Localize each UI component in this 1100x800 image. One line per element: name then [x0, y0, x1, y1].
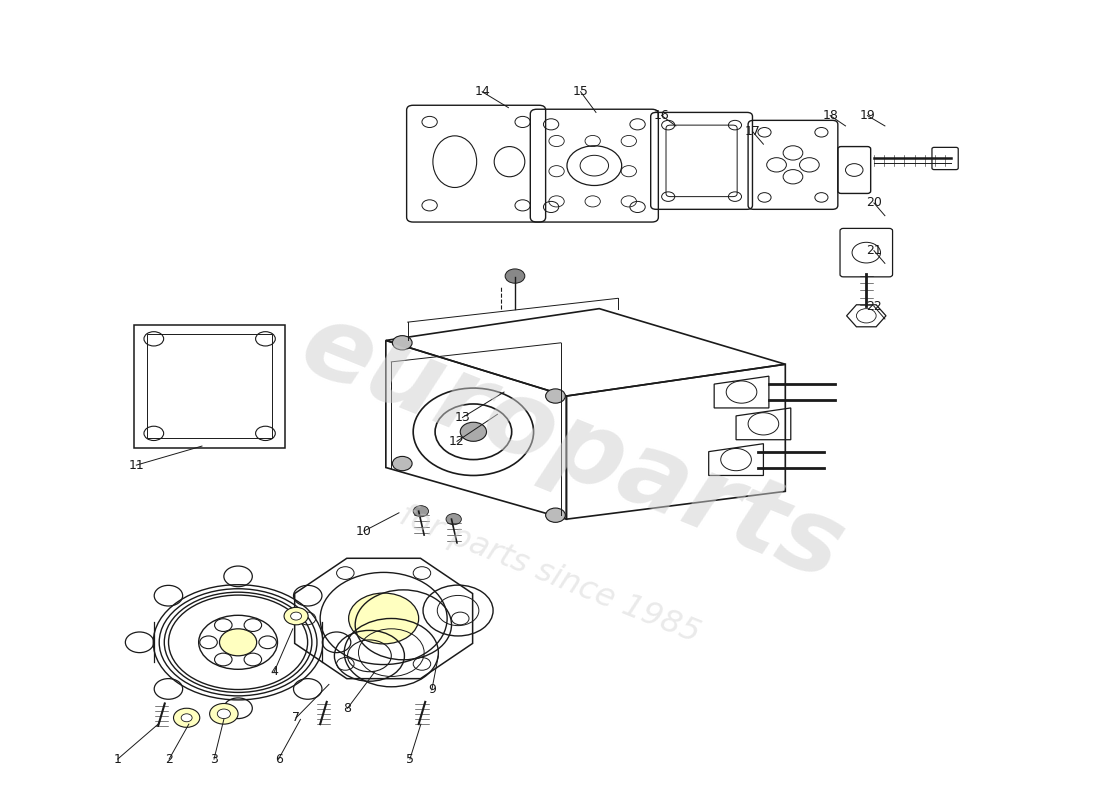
Circle shape	[446, 514, 461, 525]
Text: 21: 21	[866, 244, 882, 257]
Circle shape	[174, 708, 200, 727]
Text: 5: 5	[406, 753, 414, 766]
Text: 9: 9	[428, 683, 436, 697]
Circle shape	[218, 709, 230, 718]
Text: for parts since 1985: for parts since 1985	[395, 500, 705, 650]
Text: 3: 3	[210, 753, 218, 766]
Text: 15: 15	[573, 86, 588, 98]
Text: 20: 20	[866, 197, 882, 210]
Circle shape	[393, 457, 412, 470]
Circle shape	[290, 612, 301, 620]
Text: 16: 16	[653, 109, 670, 122]
Circle shape	[284, 607, 308, 625]
Text: 13: 13	[454, 411, 471, 424]
Text: 22: 22	[866, 300, 882, 313]
Circle shape	[210, 703, 238, 724]
Circle shape	[393, 336, 412, 350]
Text: 17: 17	[745, 125, 760, 138]
Text: 7: 7	[293, 711, 300, 724]
Text: 4: 4	[271, 666, 278, 678]
Circle shape	[414, 506, 429, 517]
Circle shape	[546, 389, 565, 403]
Circle shape	[182, 714, 192, 722]
Text: 2: 2	[165, 753, 173, 766]
Text: europarts: europarts	[286, 293, 858, 602]
Text: 8: 8	[343, 702, 352, 714]
Circle shape	[505, 269, 525, 283]
Text: 12: 12	[449, 435, 465, 448]
Text: 1: 1	[113, 753, 122, 766]
Text: 18: 18	[822, 109, 838, 122]
Circle shape	[349, 593, 419, 644]
Text: 6: 6	[275, 753, 283, 766]
Text: 10: 10	[356, 525, 372, 538]
Circle shape	[460, 422, 486, 442]
Circle shape	[546, 508, 565, 522]
Circle shape	[220, 629, 256, 656]
Text: 11: 11	[129, 458, 144, 472]
Text: 19: 19	[859, 109, 876, 122]
Text: 14: 14	[474, 86, 490, 98]
